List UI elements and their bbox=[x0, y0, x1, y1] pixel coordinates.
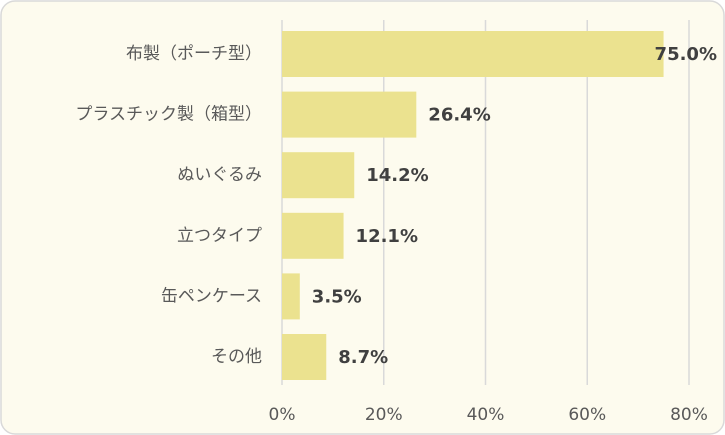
x-tick-label: 80% bbox=[670, 405, 708, 425]
bar bbox=[282, 152, 355, 199]
x-tick-label: 40% bbox=[467, 405, 505, 425]
category-label: 布製（ポーチ型） bbox=[126, 44, 262, 64]
value-label: 75.0% bbox=[655, 44, 717, 65]
bar bbox=[282, 91, 417, 138]
value-label: 14.2% bbox=[366, 165, 428, 186]
x-tick-label: 60% bbox=[568, 405, 606, 425]
bar bbox=[282, 334, 327, 380]
x-tick-label: 0% bbox=[269, 405, 296, 425]
value-label: 3.5% bbox=[312, 286, 362, 307]
category-label: プラスチック製（箱型） bbox=[75, 105, 262, 125]
category-label: 缶ペンケース bbox=[161, 286, 262, 306]
value-label: 26.4% bbox=[428, 105, 490, 126]
value-label: 8.7% bbox=[338, 347, 388, 368]
category-label: ぬいぐるみ bbox=[177, 165, 262, 185]
category-label: 立つタイプ bbox=[177, 226, 262, 246]
value-label: 12.1% bbox=[356, 226, 418, 247]
x-tick-label: 20% bbox=[365, 405, 403, 425]
bar bbox=[282, 31, 664, 77]
category-label: その他 bbox=[211, 347, 262, 367]
bar bbox=[282, 273, 300, 320]
bar bbox=[282, 212, 344, 259]
